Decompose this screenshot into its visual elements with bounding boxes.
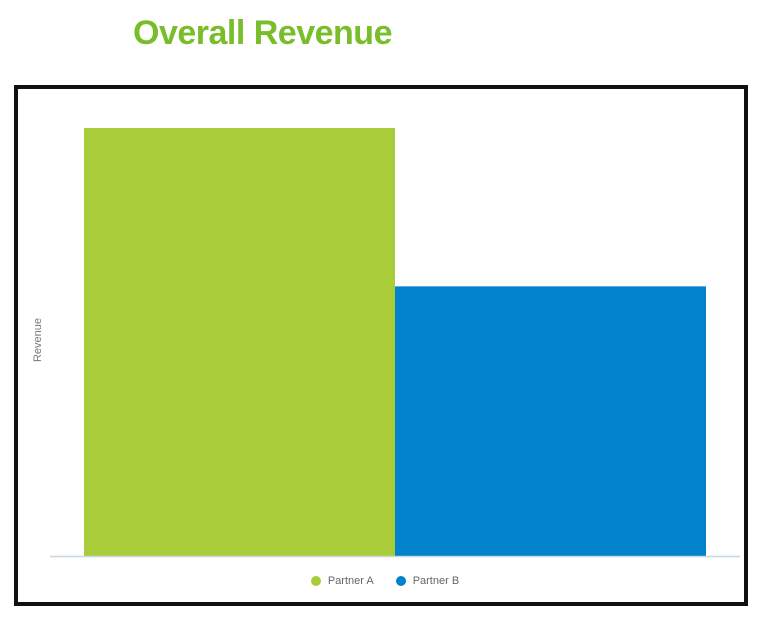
bar-partner-b[interactable] xyxy=(395,286,706,556)
y-axis-label: Revenue xyxy=(32,318,44,362)
legend-label: Partner B xyxy=(412,575,460,587)
legend-item-partner-a[interactable]: Partner A xyxy=(310,575,374,587)
legend-marker xyxy=(395,576,406,586)
legend-item-partner-b[interactable]: Partner B xyxy=(395,575,460,587)
legend: Partner A Partner B xyxy=(0,572,770,590)
legend-label: Partner A xyxy=(327,575,374,587)
bars-group xyxy=(84,128,706,556)
legend-marker xyxy=(310,576,321,586)
bar-partner-a[interactable] xyxy=(84,128,395,556)
chart-title: Overall Revenue xyxy=(133,14,392,52)
